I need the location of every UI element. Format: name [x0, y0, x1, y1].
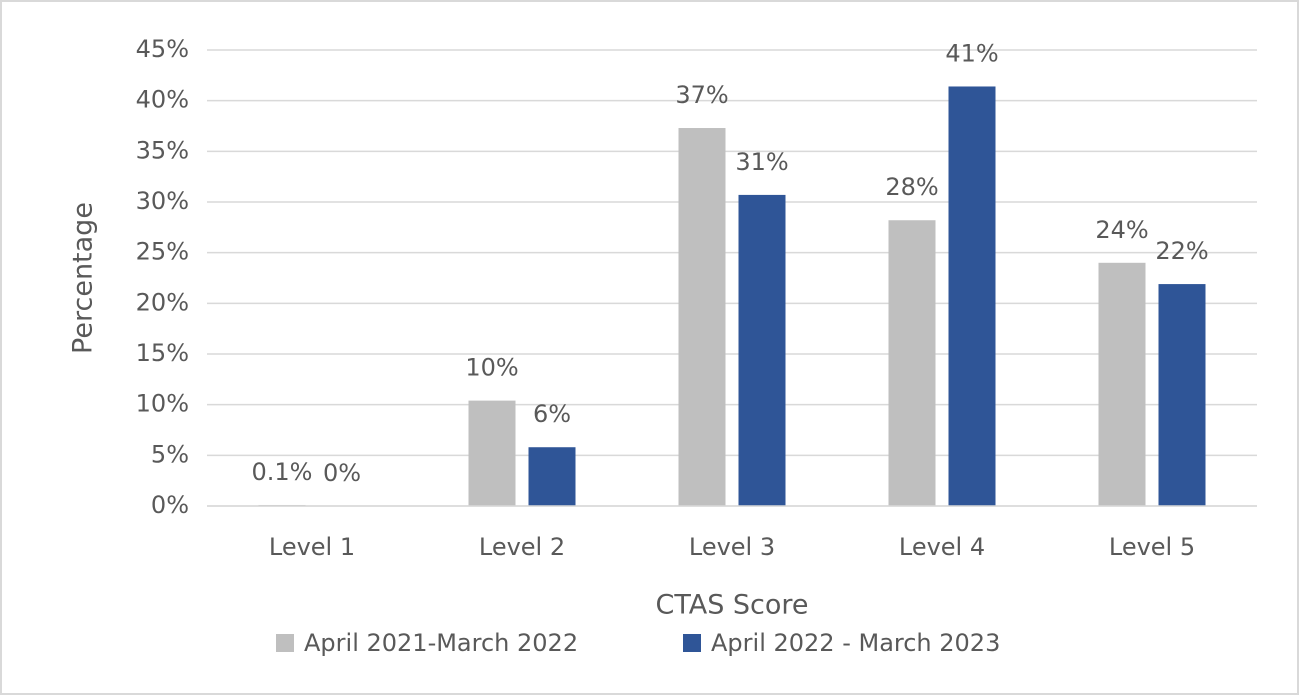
x-tick-label: Level 5 — [1109, 533, 1195, 561]
y-tick-label: 5% — [151, 440, 189, 468]
legend-swatch — [276, 634, 294, 652]
bar — [948, 86, 996, 506]
value-label: 41% — [945, 39, 998, 67]
bar — [1098, 262, 1146, 506]
y-tick-label: 25% — [136, 238, 189, 266]
y-tick-label: 35% — [136, 136, 189, 164]
bar — [528, 447, 576, 506]
value-label: 28% — [885, 173, 938, 201]
legend-swatch — [683, 634, 701, 652]
value-label: 10% — [465, 354, 518, 382]
value-label: 31% — [735, 148, 788, 176]
y-tick-label: 30% — [136, 187, 189, 215]
y-tick-label: 40% — [136, 86, 189, 114]
bar — [738, 194, 786, 506]
y-tick-label: 45% — [136, 35, 189, 63]
value-label: 0.1% — [252, 458, 313, 486]
legend-label: April 2022 - March 2023 — [711, 629, 1000, 657]
legend-label: April 2021-March 2022 — [304, 629, 578, 657]
bar — [888, 220, 936, 507]
bar — [678, 128, 726, 506]
x-tick-label: Level 2 — [479, 533, 565, 561]
value-label: 22% — [1155, 237, 1208, 265]
value-label: 37% — [675, 81, 728, 109]
value-label: 24% — [1095, 216, 1148, 244]
bar — [1158, 284, 1206, 506]
value-label: 0% — [323, 459, 361, 487]
y-tick-label: 10% — [136, 390, 189, 418]
x-tick-label: Level 4 — [899, 533, 985, 561]
y-tick-label: 20% — [136, 288, 189, 316]
bar — [468, 400, 516, 506]
y-tick-label: 15% — [136, 339, 189, 367]
y-tick-label: 0% — [151, 491, 189, 519]
x-tick-label: Level 3 — [689, 533, 775, 561]
x-axis-title: CTAS Score — [655, 590, 808, 621]
value-label: 6% — [533, 400, 571, 428]
x-tick-label: Level 1 — [269, 533, 355, 561]
y-axis-title: Percentage — [68, 202, 99, 354]
